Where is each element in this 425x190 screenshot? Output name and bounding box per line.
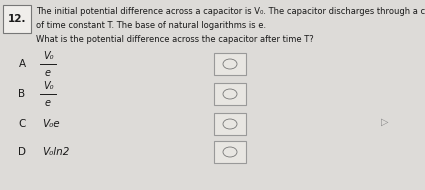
Text: C: C bbox=[18, 119, 26, 129]
Text: V₀e: V₀e bbox=[42, 119, 60, 129]
Text: V₀: V₀ bbox=[43, 81, 53, 91]
Text: V₀ln2: V₀ln2 bbox=[42, 147, 69, 157]
Ellipse shape bbox=[223, 89, 237, 99]
Text: D: D bbox=[18, 147, 26, 157]
Text: ▷: ▷ bbox=[381, 117, 389, 127]
FancyBboxPatch shape bbox=[214, 141, 246, 163]
Text: What is the potential difference across the capacitor after time T?: What is the potential difference across … bbox=[36, 36, 314, 44]
Ellipse shape bbox=[223, 59, 237, 69]
Text: e: e bbox=[45, 98, 51, 108]
Text: A: A bbox=[18, 59, 26, 69]
Text: 12.: 12. bbox=[8, 14, 26, 24]
FancyBboxPatch shape bbox=[214, 53, 246, 75]
Text: The initial potential difference across a capacitor is V₀. The capacitor dischar: The initial potential difference across … bbox=[36, 6, 425, 16]
Text: e: e bbox=[45, 68, 51, 78]
Text: V₀: V₀ bbox=[43, 51, 53, 61]
Text: B: B bbox=[18, 89, 26, 99]
Ellipse shape bbox=[223, 147, 237, 157]
FancyBboxPatch shape bbox=[214, 113, 246, 135]
Text: of time constant T. The base of natural logarithms is e.: of time constant T. The base of natural … bbox=[36, 21, 266, 29]
FancyBboxPatch shape bbox=[3, 5, 31, 33]
Ellipse shape bbox=[223, 119, 237, 129]
FancyBboxPatch shape bbox=[214, 83, 246, 105]
